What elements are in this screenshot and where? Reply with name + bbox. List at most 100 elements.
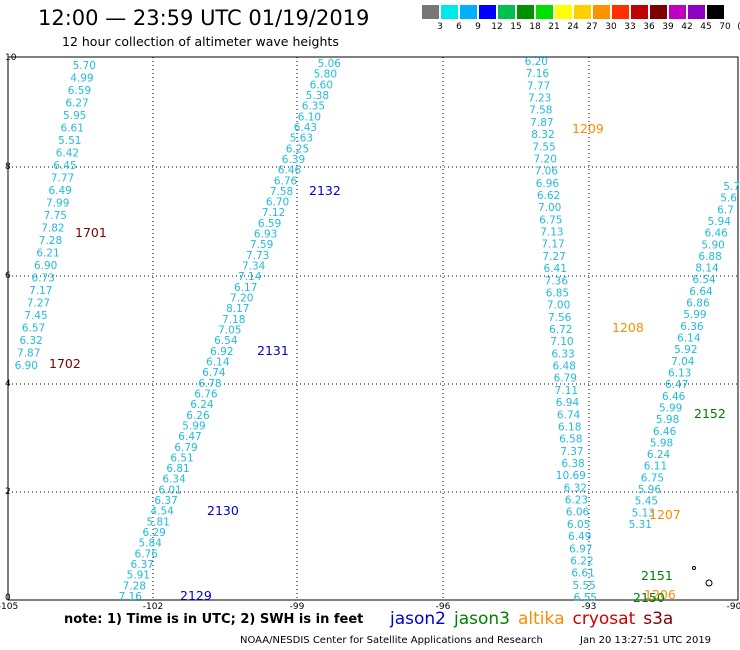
- colorbar-label: 42: [681, 22, 693, 32]
- wave-height-value: 5.80: [314, 69, 337, 81]
- wave-height-value: 5.84: [139, 538, 163, 550]
- colorbar-swatch: [460, 5, 477, 19]
- wave-height-value: 6.14: [677, 333, 701, 345]
- wave-height-value: 6.32: [19, 335, 42, 347]
- wave-height-value: 6.94: [556, 397, 580, 409]
- wave-height-value: 5.99: [683, 309, 706, 321]
- wave-height-value: 6.55: [574, 592, 597, 604]
- wave-height-value: 6.37: [154, 495, 177, 507]
- wave-height-value: 6.61: [61, 123, 84, 135]
- wave-height-value: 7.14: [238, 271, 262, 283]
- colorbar-label: 12: [491, 22, 503, 32]
- colorbar-label: 45: [700, 22, 712, 32]
- wave-height-value: 6.49: [568, 531, 591, 543]
- wave-height-value: 5.98: [650, 437, 673, 449]
- wave-height-value: 5.13: [632, 507, 655, 519]
- wave-height-value: 7.55: [532, 141, 555, 153]
- wave-height-value: 6.36: [680, 321, 704, 333]
- colorbar-label: 3: [437, 22, 443, 32]
- wave-height-value: 6.57: [22, 323, 45, 335]
- y-tick-label: 10: [5, 53, 17, 63]
- pass-label: 2130: [207, 503, 239, 518]
- pass-label: 1702: [49, 356, 81, 371]
- wave-height-value: 5.63: [290, 133, 313, 145]
- wave-height-value: 7.34: [242, 261, 266, 273]
- wave-height-value: 6.60: [310, 79, 333, 91]
- wave-height-value: 7.56: [548, 312, 572, 324]
- colorbar-swatch: [688, 5, 705, 19]
- wave-height-value: 6.70: [266, 197, 289, 209]
- wave-height-value: 6.46: [704, 228, 728, 240]
- wave-height-value: 6.45: [53, 160, 76, 172]
- legend-entry: altika: [518, 609, 565, 629]
- x-tick-label: -105: [0, 602, 18, 610]
- wave-height-value: 8.14: [695, 263, 719, 275]
- colorbar-swatch: [479, 5, 496, 19]
- wave-height-value: 6.75: [539, 214, 562, 226]
- colorbar-label: (ft): [734, 22, 740, 32]
- x-tick-label: -102: [143, 602, 163, 610]
- wave-height-value: 7.18: [222, 314, 245, 326]
- y-tick-label: 4: [5, 379, 11, 389]
- colorbar-swatch: [555, 5, 572, 19]
- wave-height-value: 6.14: [206, 356, 230, 368]
- wave-height-value: 5.95: [63, 110, 86, 122]
- wave-height-value: 7.16: [119, 591, 143, 603]
- wave-height-value: 6.26: [186, 410, 210, 422]
- wave-height-value: 6.58: [559, 434, 582, 446]
- wave-height-value: 5.38: [306, 90, 329, 102]
- wave-height-value: 6.46: [653, 426, 677, 438]
- wave-height-value: 6.25: [286, 143, 309, 155]
- colorbar-label: 9: [475, 22, 481, 32]
- wave-height-value: 6.24: [190, 399, 214, 411]
- colorbar-label: 21: [548, 22, 560, 32]
- colorbar-swatch: [441, 5, 458, 19]
- wave-height-value: 6.51: [170, 452, 193, 464]
- pass-label: 2131: [257, 343, 289, 358]
- wave-height-value: 7.45: [24, 310, 47, 322]
- x-tick-label: -96: [436, 602, 451, 610]
- wave-height-value: 6.76: [274, 175, 298, 187]
- wave-height-value: 6.79: [554, 373, 577, 385]
- wave-height-value: 6.05: [567, 519, 590, 531]
- wave-height-value: 6.11: [644, 461, 667, 473]
- wave-height-value: 5.81: [146, 516, 169, 528]
- y-tick-label: 6: [5, 271, 11, 281]
- colorbar-label: 30: [605, 22, 617, 32]
- footer-note: note: 1) Time is in UTC; 2) SWH is in fe…: [64, 612, 364, 627]
- colorbar-label: 33: [624, 22, 636, 32]
- land-marker-icon: [705, 579, 713, 587]
- wave-height-value: 5.70: [73, 60, 96, 72]
- legend-entry: s3a: [643, 609, 674, 629]
- wave-height-value: 6.13: [668, 367, 691, 379]
- wave-height-value: 6.10: [298, 111, 321, 123]
- wave-height-value: 6.47: [178, 431, 201, 443]
- wave-height-value: 6.7: [717, 204, 734, 216]
- wave-height-value: 6.01: [158, 484, 181, 496]
- wave-height-value: 7.00: [538, 202, 561, 214]
- wave-height-value: 5.99: [182, 420, 205, 432]
- wave-height-value: 6.81: [166, 463, 189, 475]
- wave-height-value: 7.12: [262, 207, 285, 219]
- wave-height-value: 6.74: [557, 409, 581, 421]
- wave-height-value: 4.99: [70, 73, 93, 85]
- wave-height-value: 6.32: [564, 482, 587, 494]
- wave-height-value: 7.99: [46, 198, 69, 210]
- colorbar-swatch: [574, 5, 591, 19]
- wave-height-value: 7.77: [51, 173, 74, 185]
- wave-height-value: 7.36: [545, 275, 569, 287]
- wave-height-value: 6.35: [302, 101, 325, 113]
- legend-entry: jason2: [390, 609, 446, 629]
- pass-label: 1208: [612, 320, 644, 335]
- colorbar-label: 6: [456, 22, 462, 32]
- wave-height-value: 6.90: [34, 260, 57, 272]
- colorbar-swatch: [593, 5, 610, 19]
- wave-height-value: 6.76: [135, 548, 159, 560]
- wave-height-value: 7.04: [671, 356, 695, 368]
- wave-height-value: 10.69: [556, 470, 586, 482]
- x-tick-label: -99: [290, 602, 305, 610]
- credit-text: NOAA/NESDIS Center for Satellite Applica…: [240, 635, 543, 646]
- chart-subtitle: 12 hour collection of altimeter wave hei…: [62, 34, 339, 49]
- wave-height-value: 7.37: [560, 446, 583, 458]
- wave-height-value: 7.27: [542, 251, 565, 263]
